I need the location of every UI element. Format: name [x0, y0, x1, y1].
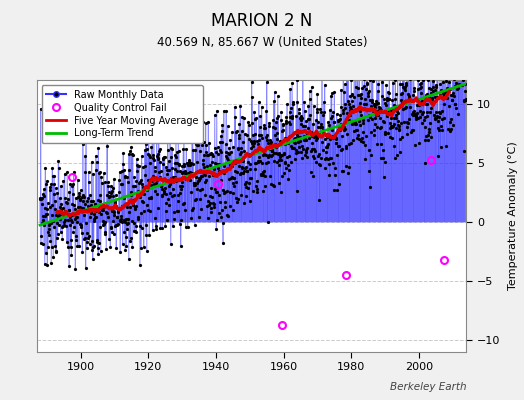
Text: Berkeley Earth: Berkeley Earth [390, 382, 466, 392]
Text: MARION 2 N: MARION 2 N [211, 12, 313, 30]
Y-axis label: Temperature Anomaly (°C): Temperature Anomaly (°C) [508, 142, 518, 290]
Legend: Raw Monthly Data, Quality Control Fail, Five Year Moving Average, Long-Term Tren: Raw Monthly Data, Quality Control Fail, … [41, 85, 203, 143]
Text: 40.569 N, 85.667 W (United States): 40.569 N, 85.667 W (United States) [157, 36, 367, 49]
